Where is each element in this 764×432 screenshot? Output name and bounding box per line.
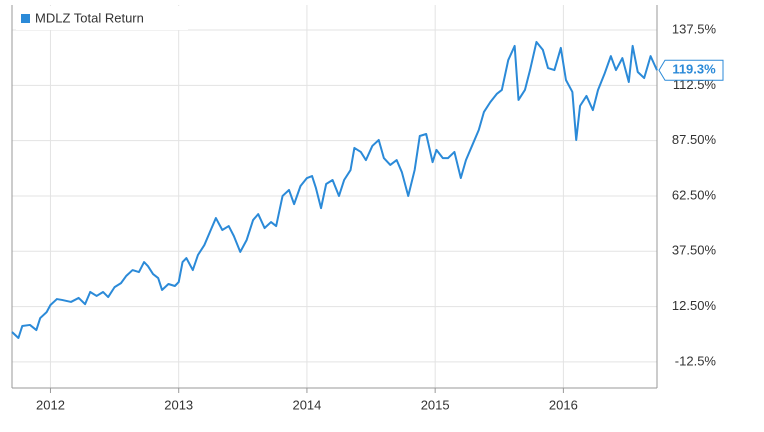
legend-box <box>16 6 188 30</box>
y-tick-label: 12.50% <box>672 298 717 313</box>
data-line <box>11 40 658 339</box>
legend-label: MDLZ Total Return <box>35 10 144 25</box>
y-tick-label: 87.50% <box>672 132 717 147</box>
x-tick-label: 2015 <box>421 397 450 412</box>
y-tick-label: 62.50% <box>672 187 717 202</box>
end-label: 119.3% <box>672 62 716 77</box>
end-label-box <box>658 59 724 81</box>
x-tick-label: 2014 <box>292 397 321 412</box>
y-tick-label: -12.5% <box>675 353 717 368</box>
legend-swatch <box>21 14 30 23</box>
y-tick-label: 137.5% <box>672 21 717 36</box>
x-tick-label: 2012 <box>36 397 65 412</box>
x-tick-label: 2016 <box>549 397 578 412</box>
y-tick-label: 37.50% <box>672 243 717 258</box>
x-tick-label: 2013 <box>164 397 193 412</box>
